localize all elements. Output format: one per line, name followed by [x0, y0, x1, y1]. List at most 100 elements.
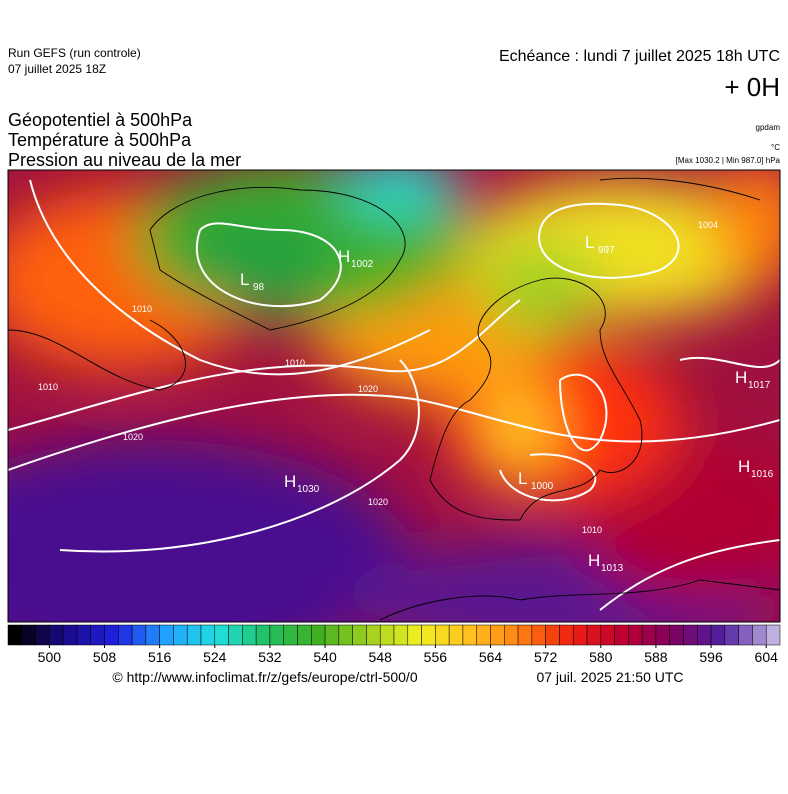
colorbar-label: 604	[755, 649, 779, 665]
center-letter: L	[585, 233, 594, 252]
colorbar-cell	[490, 624, 505, 646]
title: Température à 500hPa	[8, 130, 192, 150]
colorbar-cell	[311, 624, 326, 646]
colorbar-cell	[379, 624, 395, 646]
colorbar-label: 524	[203, 649, 227, 665]
run-date: 07 juillet 2025 18Z	[8, 62, 106, 76]
colorbar-cell	[255, 624, 271, 646]
colorbar-cell	[366, 624, 381, 646]
title: Pression au niveau de la mer	[8, 150, 241, 170]
colorbar-cell	[545, 624, 560, 646]
colorbar-label: 516	[148, 649, 172, 665]
unit: °C	[771, 143, 780, 152]
map-frame	[7, 169, 781, 623]
colorbar-cell	[504, 624, 519, 646]
colorbar-cell	[724, 624, 739, 646]
center-value: 1016	[751, 469, 774, 480]
colorbar-cell	[7, 624, 23, 646]
colorbar-cell	[559, 624, 574, 646]
center-value: 1002	[351, 259, 374, 270]
isobar-label: 1004	[698, 220, 718, 230]
center-value: 1013	[601, 563, 624, 574]
center-value: 997	[598, 245, 615, 256]
colorbar-label: 532	[258, 649, 282, 665]
colorbar-label: 556	[424, 649, 448, 665]
colorbar-cell	[435, 624, 450, 646]
colorbar-cell	[710, 624, 726, 646]
colorbar-cell	[173, 624, 188, 646]
colorbar-cell	[697, 624, 712, 646]
colorbar-cell	[765, 624, 781, 646]
colorbar-cell	[104, 624, 119, 646]
colorbar-cell	[228, 624, 243, 646]
colorbar-cell	[338, 624, 353, 646]
colorbar-label: 548	[369, 649, 393, 665]
source: © http://www.infoclimat.fr/z/gefs/europe…	[112, 669, 417, 685]
isobar-label: 1020	[358, 384, 378, 394]
colorbar-label: 508	[93, 649, 117, 665]
colorbar-label: 596	[699, 649, 723, 665]
center-letter: H	[738, 457, 750, 476]
center-letter: H	[284, 472, 296, 491]
colorbar-cell	[90, 624, 105, 646]
colorbar-cell	[159, 624, 174, 646]
map	[8, 170, 780, 622]
colorbar-cell	[738, 624, 753, 646]
run: Run GEFS (run controle)	[8, 46, 141, 60]
center-letter: L	[240, 270, 249, 289]
colorbar-label: 540	[313, 649, 337, 665]
generated: 07 juil. 2025 21:50 UTC	[536, 669, 683, 685]
center-value: 1000	[531, 481, 554, 492]
offset: + 0H	[724, 72, 780, 102]
colorbar-cell	[600, 624, 615, 646]
colorbar-label: 572	[534, 649, 558, 665]
colorbar-cell	[614, 624, 629, 646]
echeance: Echéance : lundi 7 juillet 2025 18h UTC	[499, 48, 780, 65]
colorbar: 500 508 516 524 532 540 548 556 564 572 580 588 596 6…	[7, 624, 781, 665]
minmax: [Max 1030.2 | Min 987.0] hPa	[676, 156, 781, 165]
unit: gpdam	[756, 123, 781, 132]
isobar-label: 1010	[132, 304, 152, 314]
center-letter: H	[735, 368, 747, 387]
colorbar-label: 564	[479, 649, 503, 665]
colorbar-label: 500	[38, 649, 62, 665]
colorbar-cell	[131, 624, 147, 646]
isobar-label: 1010	[38, 382, 58, 392]
colorbar-cell	[421, 624, 436, 646]
colorbar-cell	[641, 624, 657, 646]
colorbar-cell	[462, 624, 477, 646]
colorbar-cell	[683, 624, 698, 646]
colorbar-cell	[35, 624, 50, 646]
colorbar-cell	[531, 624, 546, 646]
colorbar-cell	[269, 624, 284, 646]
colorbar-cell	[118, 624, 133, 646]
colorbar-cell	[145, 624, 160, 646]
colorbar-label: 580	[589, 649, 613, 665]
center-letter: L	[518, 469, 527, 488]
title: Géopotentiel à 500hPa	[8, 110, 193, 130]
colorbar-cell	[572, 624, 588, 646]
colorbar-cell	[586, 624, 602, 646]
colorbar-cell	[655, 624, 670, 646]
colorbar-cell	[242, 624, 257, 646]
colorbar-cell	[669, 624, 684, 646]
center-letter: H	[338, 247, 350, 266]
center-value: 1017	[748, 380, 771, 391]
colorbar-cell	[752, 624, 767, 646]
colorbar-cell	[517, 624, 533, 646]
colorbar-cell	[393, 624, 409, 646]
colorbar-cell	[200, 624, 216, 646]
isobar-label: 1010	[285, 358, 305, 368]
colorbar-cell	[214, 624, 229, 646]
isobar-label: 1020	[368, 497, 388, 507]
colorbar-cell	[628, 624, 643, 646]
colorbar-cell	[76, 624, 91, 646]
colorbar-label: 588	[644, 649, 668, 665]
colorbar-cell	[283, 624, 298, 646]
colorbar-cell	[186, 624, 202, 646]
colorbar-cell	[352, 624, 367, 646]
colorbar-cell	[448, 624, 464, 646]
colorbar-cell	[49, 624, 64, 646]
